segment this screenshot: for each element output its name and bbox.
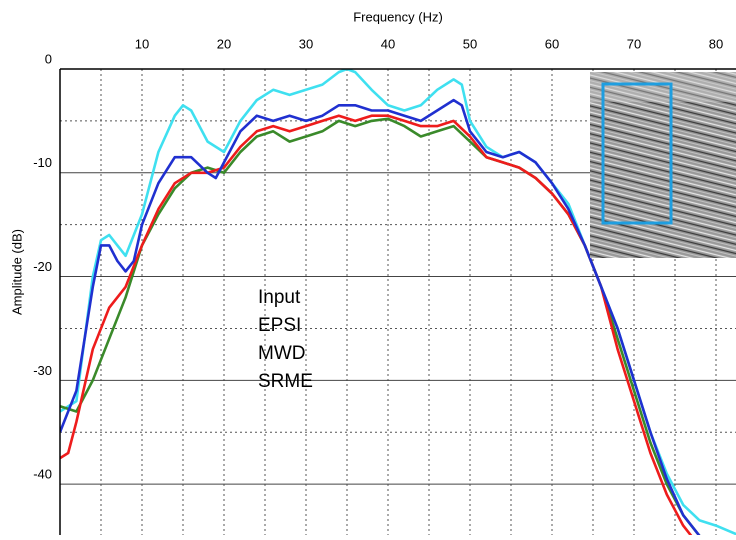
y-tick-label: -40 <box>33 467 52 482</box>
x-axis-title: Frequency (Hz) <box>353 9 443 24</box>
y-axis-title: Amplitude (dB) <box>9 229 24 315</box>
y-tick-label: 0 <box>45 51 52 66</box>
inset-image <box>590 72 736 258</box>
legend-entry: Input <box>258 287 301 308</box>
chart: Frequency (Hz) Amplitude (dB) Input EPSI M… <box>0 0 736 535</box>
y-tick-label: -20 <box>33 259 52 274</box>
x-tick-label: 40 <box>381 36 395 51</box>
x-tick-label: 30 <box>299 36 313 51</box>
x-tick-label: 10 <box>135 36 149 51</box>
legend-entry: MWD <box>258 343 305 364</box>
x-tick-label: 80 <box>709 36 723 51</box>
legend-entry: SRME <box>258 371 313 392</box>
x-tick-label: 60 <box>545 36 559 51</box>
x-tick-label: 20 <box>217 36 231 51</box>
legend: Input EPSI MWD SRME <box>258 287 313 392</box>
x-tick-label: 70 <box>627 36 641 51</box>
y-tick-label: -30 <box>33 363 52 378</box>
seismic-top <box>590 72 736 102</box>
y-tick-label: -10 <box>33 155 52 170</box>
legend-entry: EPSI <box>258 315 301 336</box>
x-tick-label: 50 <box>463 36 477 51</box>
